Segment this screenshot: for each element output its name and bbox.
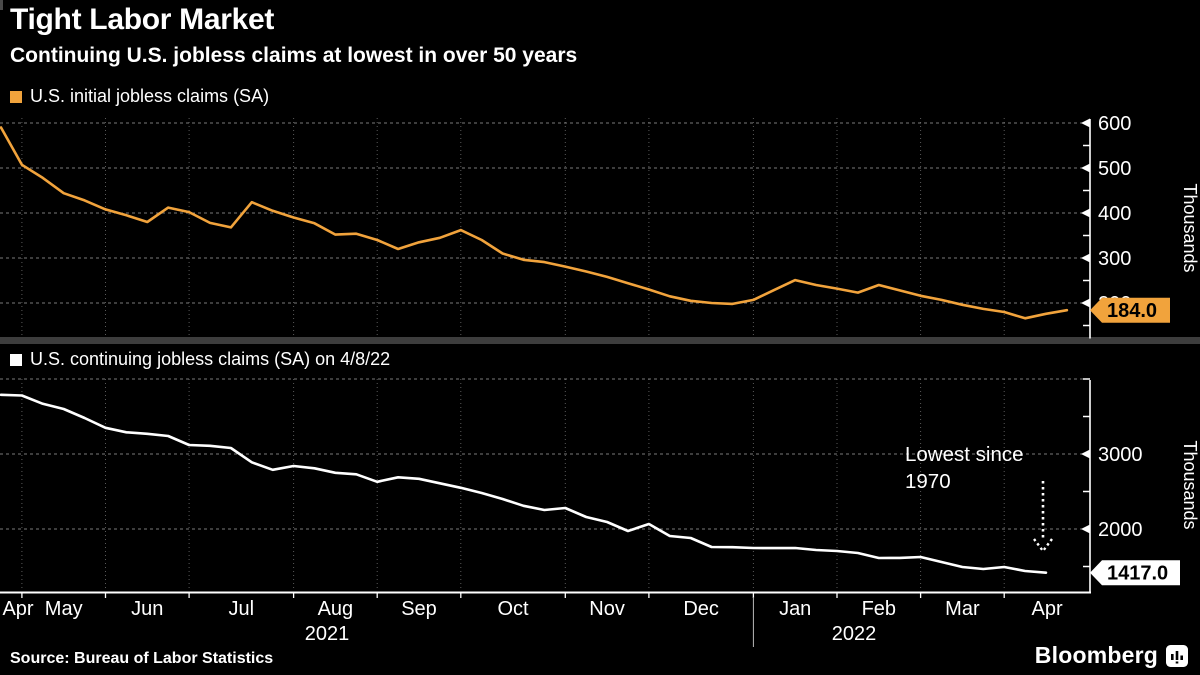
legend-continuing-claims-label: U.S. continuing jobless claims (SA) on 4… <box>30 349 391 369</box>
bloomberg-wordmark: Bloomberg <box>1034 642 1158 668</box>
svg-text:400: 400 <box>1098 203 1131 225</box>
svg-text:Thousands: Thousands <box>1180 183 1200 272</box>
svg-text:Jan: Jan <box>779 598 811 620</box>
annotation-line2: 1970 <box>905 470 951 493</box>
corner-artifact <box>0 0 3 10</box>
page-subtitle: Continuing U.S. jobless claims at lowest… <box>10 44 578 67</box>
svg-text:Jun: Jun <box>131 598 163 620</box>
legend-swatch-orange-icon <box>10 90 22 103</box>
svg-text:300: 300 <box>1098 248 1131 270</box>
svg-text:Sep: Sep <box>401 598 437 620</box>
svg-text:Mar: Mar <box>945 598 980 620</box>
svg-text:Aug: Aug <box>318 598 354 620</box>
svg-text:2021: 2021 <box>305 623 350 645</box>
bloomberg-chart-icon <box>1166 644 1188 667</box>
annotation-lowest-since-1970: Lowest since 1970 <box>905 441 1024 495</box>
panel-divider <box>0 337 1200 344</box>
svg-text:2022: 2022 <box>832 623 877 645</box>
svg-text:Apr: Apr <box>1032 598 1063 620</box>
svg-text:Oct: Oct <box>497 598 529 620</box>
legend-swatch-white-icon <box>10 353 22 366</box>
svg-text:3000: 3000 <box>1098 444 1143 466</box>
legend-initial-claims-label: U.S. initial jobless claims (SA) <box>30 86 270 106</box>
svg-text:500: 500 <box>1098 158 1131 180</box>
svg-text:600: 600 <box>1098 113 1131 135</box>
svg-text:Thousands: Thousands <box>1180 440 1200 529</box>
legend-initial-claims: U.S. initial jobless claims (SA) <box>10 86 269 107</box>
bloomberg-logo: Bloomberg <box>1035 642 1188 669</box>
svg-text:Jul: Jul <box>229 598 255 620</box>
svg-text:2000: 2000 <box>1098 519 1143 541</box>
page-title: Tight Labor Market <box>10 3 275 36</box>
svg-text:Dec: Dec <box>683 598 719 620</box>
annotation-line1: Lowest since <box>905 443 1024 466</box>
svg-text:May: May <box>45 598 83 620</box>
source-credit: Source: Bureau of Labor Statistics <box>10 650 274 667</box>
svg-text:Feb: Feb <box>862 598 896 620</box>
svg-text:Nov: Nov <box>589 598 625 620</box>
svg-text:184.0: 184.0 <box>1107 300 1157 322</box>
legend-continuing-claims: U.S. continuing jobless claims (SA) on 4… <box>10 349 390 370</box>
svg-text:Apr: Apr <box>2 598 33 620</box>
svg-text:1417.0: 1417.0 <box>1107 563 1168 585</box>
